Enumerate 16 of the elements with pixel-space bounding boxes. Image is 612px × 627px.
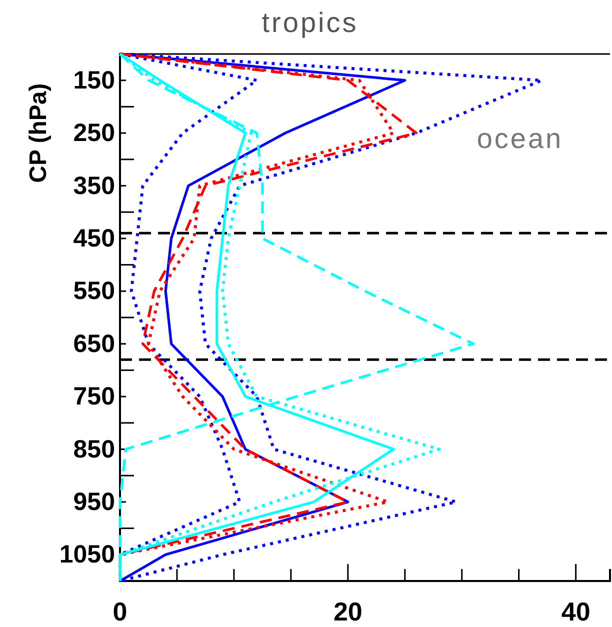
y-tick-label: 550 [73, 277, 115, 306]
x-tick-label: 20 [333, 596, 362, 626]
y-tick-label: 350 [73, 172, 115, 200]
y-tick-label: 150 [73, 66, 115, 94]
y-tick-label: 750 [73, 382, 115, 411]
y-tick-label: 850 [73, 435, 115, 464]
y-tick-label: 950 [73, 488, 115, 516]
x-tick-label: 0 [112, 596, 128, 626]
y-tick-label: 650 [73, 330, 115, 358]
y-axis-title: CP (hPa) [25, 83, 52, 183]
y-tick-label: 250 [73, 119, 115, 148]
y-tick-label: 1050 [59, 540, 115, 569]
x-tick-label: 40 [561, 596, 590, 626]
annotation: ocean [476, 123, 564, 154]
y-tick-label: 450 [73, 224, 115, 252]
chart-title: tropics [262, 7, 358, 38]
